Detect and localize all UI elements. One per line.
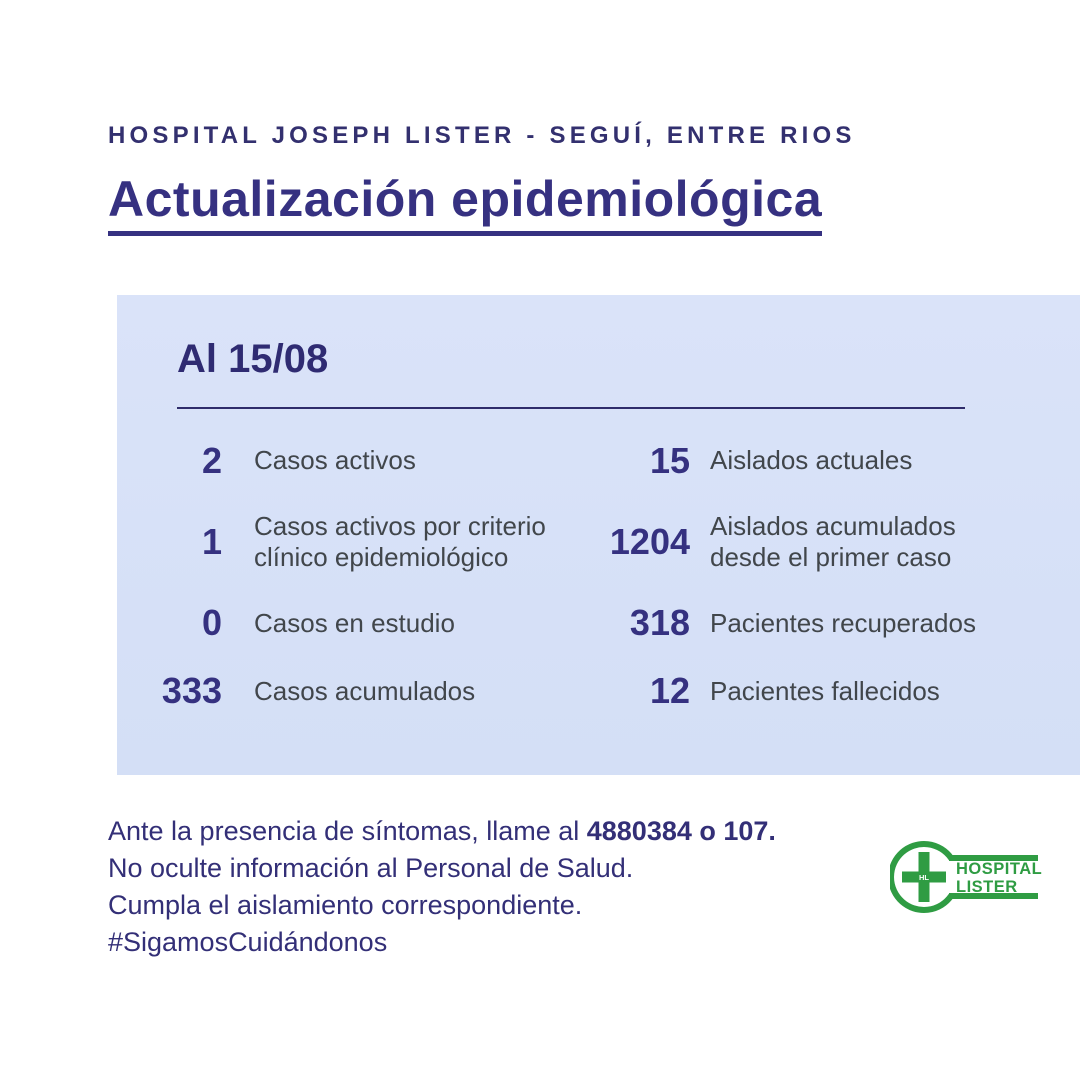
footer-line-symptoms-text: Ante la presencia de síntomas, llame al <box>108 816 587 846</box>
logo-monogram: HL <box>919 873 929 882</box>
footer-line-cumpla: Cumpla el aislamiento correspondiente. <box>108 890 583 920</box>
stat-value-pacientes-fallecidos: 12 <box>649 670 690 712</box>
hospital-name-subtitle: HOSPITAL JOSEPH LISTER - SEGUÍ, ENTRE RI… <box>108 122 856 149</box>
stat-label-pacientes-fallecidos: Pacientes fallecidos <box>710 675 940 706</box>
stat-value-pacientes-recuperados: 318 <box>629 602 690 644</box>
stat-label-casos-acumulados: Casos acumulados <box>254 675 476 706</box>
stat-value-aislados-actuales: 15 <box>649 440 690 481</box>
hospital-lister-logo-icon: HL HOSPITAL LISTER <box>890 841 1042 913</box>
logo-text-lister: LISTER <box>956 878 1018 896</box>
logo-text-hospital: HOSPITAL <box>956 860 1042 878</box>
footer-line-symptoms: Ante la presencia de síntomas, llame al … <box>108 813 776 850</box>
stat-value-casos-acumulados: 333 <box>161 670 222 712</box>
footer-phone-numbers: 4880384 o 107. <box>586 816 776 846</box>
medical-cross-icon <box>902 852 946 902</box>
hospital-lister-logo: HL HOSPITAL LISTER <box>890 836 1042 938</box>
stat-label-pacientes-recuperados: Pacientes recuperados <box>710 607 976 638</box>
stat-label-aislados-actuales: Aislados actuales <box>710 445 913 476</box>
stat-value-casos-activos: 2 <box>201 440 222 481</box>
stats-panel: Al 15/08 2 Casos activos 15 Aislados act… <box>117 295 1080 775</box>
stat-label-casos-en-estudio: Casos en estudio <box>254 607 455 638</box>
stat-value-casos-en-estudio: 0 <box>201 602 222 644</box>
page-title: Actualización epidemiológica <box>108 170 823 236</box>
stats-grid: 2 Casos activos 15 Aislados actuales 1 C… <box>137 443 1056 709</box>
stat-label-aislados-acumulados: Aislados acumulados desde el primer caso <box>710 511 956 573</box>
stat-value-aislados-acumulados: 1204 <box>609 521 690 563</box>
footer-advice: Ante la presencia de síntomas, llame al … <box>108 813 776 961</box>
separator-line <box>177 407 965 409</box>
footer-line-no-oculte: No oculte información al Personal de Sal… <box>108 853 634 883</box>
stat-label-casos-criterio-clinico: Casos activos por criterio clínico epide… <box>254 511 546 573</box>
date-heading: Al 15/08 <box>177 337 329 381</box>
stat-label-casos-activos: Casos activos <box>254 445 416 476</box>
logo-circle-outline <box>890 841 954 913</box>
footer-hashtag: #SigamosCuidándonos <box>108 927 388 957</box>
stat-value-casos-criterio-clinico: 1 <box>201 521 222 563</box>
